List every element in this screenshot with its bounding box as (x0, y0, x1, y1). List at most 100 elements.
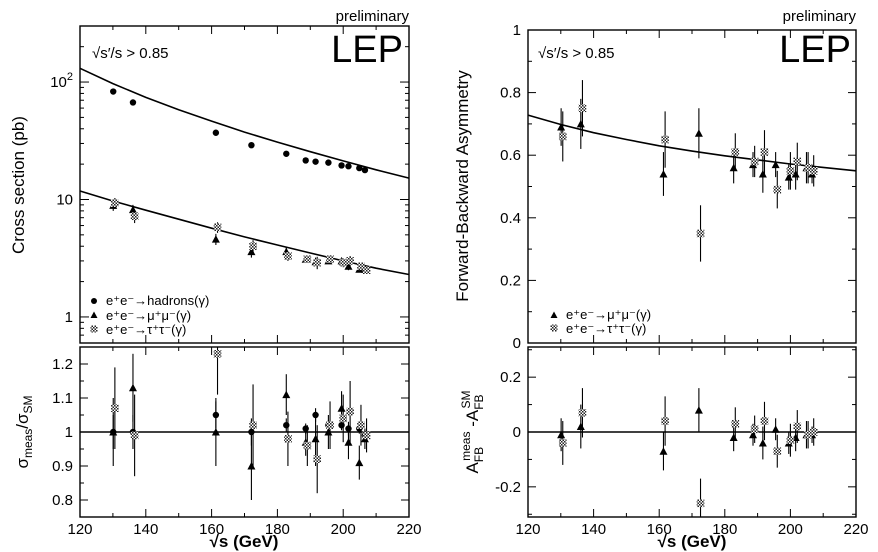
y-tick-label: -0.2 (495, 479, 521, 496)
mumu-point (337, 404, 346, 412)
x-tick-label: 200 (331, 521, 356, 538)
x-tick-label: 160 (199, 521, 224, 538)
lep-label-left: LEP (331, 29, 403, 71)
y-tick-label: 0.2 (500, 369, 521, 386)
tautau-point (339, 258, 347, 267)
y-tick-label: 0.9 (52, 458, 73, 475)
tautau-point (809, 167, 818, 175)
tautau-point (313, 455, 322, 463)
mumu-point (344, 262, 353, 270)
legend-right: e⁺e⁻→μ⁺μ⁻(γ) e⁺e⁻→τ⁺τ⁻(γ) (550, 307, 651, 336)
y-tick-label: 0 (513, 335, 521, 352)
tautau-point (326, 255, 334, 264)
cross-section-axis-title: Cross section (pb) (9, 116, 28, 254)
hadrons-point (248, 141, 255, 149)
tautau-point (111, 199, 119, 207)
x-tick-label: 160 (647, 521, 672, 538)
x-tick-label: 140 (133, 521, 158, 538)
legend-tautau-label: e⁺e⁻→τ⁺τ⁻(γ) (106, 322, 186, 337)
mumu-point (729, 163, 738, 172)
preliminary-label-left: preliminary (336, 8, 410, 25)
y-tick-label: 0.6 (500, 147, 521, 164)
hadrons-point (129, 99, 137, 106)
mumu-point (311, 434, 320, 443)
legend-hadrons-label: e⁺e⁻→hadrons(γ) (106, 293, 209, 308)
mumu-point (576, 119, 585, 128)
x-tick-label: 220 (396, 521, 421, 538)
x-tick-label: 180 (712, 521, 737, 538)
tautau-point (786, 167, 795, 175)
legend-right-tautau-label: e⁺e⁻→τ⁺τ⁻(γ) (566, 321, 646, 336)
legend-right-mumu-marker (550, 311, 558, 318)
mumu-point (576, 422, 585, 431)
hadrons-point (361, 166, 369, 174)
legend-mumu-marker (90, 311, 98, 318)
tautau-point (750, 425, 759, 434)
asymmetry-panel: 0 0.2 0.4 0.6 0.8 1 (500, 22, 857, 352)
tautau-point (786, 436, 795, 445)
x-tick-labels-left: 120 140 160 180 200 220 (67, 521, 421, 538)
tautau-point (284, 435, 292, 443)
hadrons-point (110, 88, 117, 95)
tautau-point (111, 404, 119, 412)
x-tick-label: 120 (67, 521, 92, 538)
legend-left: e⁺e⁻→hadrons(γ) e⁺e⁻→μ⁺μ⁻(γ) e⁺e⁻→τ⁺τ⁻(γ… (90, 293, 209, 337)
tautau-point (760, 148, 769, 156)
tautau-point (793, 422, 802, 431)
mumu-point (694, 129, 703, 137)
mumu-point (211, 428, 220, 436)
y-tick-label: 1.2 (52, 356, 73, 373)
hadrons-point (312, 158, 319, 165)
mumu-point (344, 438, 353, 446)
tautau-point (696, 499, 705, 508)
energy-cut-label-left: √s′/s > 0.85 (92, 45, 169, 62)
hadrons-point (356, 164, 363, 172)
y-tick-label: 102 (50, 71, 73, 91)
y-tick-label: 1.1 (52, 390, 73, 407)
y-tick-label: 1 (65, 309, 73, 326)
tautau-point (346, 407, 354, 416)
cross-section-panel: 1 10 102 (50, 25, 410, 344)
tautau-point (578, 409, 587, 417)
tautau-point (346, 257, 354, 265)
energy-cut-label-right: √s′/s > 0.85 (538, 45, 615, 62)
tautau-point (362, 266, 371, 275)
mumu-point (247, 462, 256, 470)
y-tick-label: 1 (513, 22, 521, 39)
cross-section-ratio-panel: 0.8 0.9 1 1.1 1.2 (52, 346, 410, 518)
x-tick-label: 140 (581, 521, 606, 538)
tautau-point (731, 148, 740, 156)
mumu-point (771, 425, 780, 433)
tautau-point (809, 428, 818, 436)
tautau-point (773, 185, 782, 194)
tautau-point (558, 439, 567, 447)
asymmetry-difference-axis-title: AFBmeas -AFBSM (459, 390, 486, 473)
x-tick-label: 120 (515, 521, 540, 538)
x-tick-label: 220 (843, 521, 868, 538)
hadrons-point (325, 159, 332, 166)
preliminary-label-right: preliminary (783, 8, 857, 25)
mumu-point (729, 433, 738, 441)
legend-tautau-marker (90, 325, 98, 333)
x-tick-label: 200 (778, 521, 803, 538)
tautau-point (130, 431, 139, 440)
sm-prediction-curve (79, 67, 410, 179)
x-tick-label: 180 (265, 521, 290, 538)
tautau-point (303, 441, 312, 450)
tautau-point (558, 132, 567, 141)
tautau-point (284, 252, 292, 260)
y-tick-label: 0.4 (500, 210, 521, 227)
mumu-point (355, 458, 364, 467)
legend-right-tautau-marker (550, 324, 558, 332)
tautau-point (213, 350, 222, 358)
sm-prediction-curve (79, 190, 410, 276)
mumu-point (282, 390, 291, 399)
mumu-point (128, 383, 137, 392)
x-axis-title-left: √s (GeV) (210, 532, 279, 551)
legend-hadrons-marker (91, 298, 97, 304)
mumu-point (659, 447, 668, 455)
hadrons-point (302, 157, 309, 164)
asymmetry-difference-panel: -0.2 0 0.2 (495, 347, 857, 517)
mumu-point (694, 406, 703, 414)
